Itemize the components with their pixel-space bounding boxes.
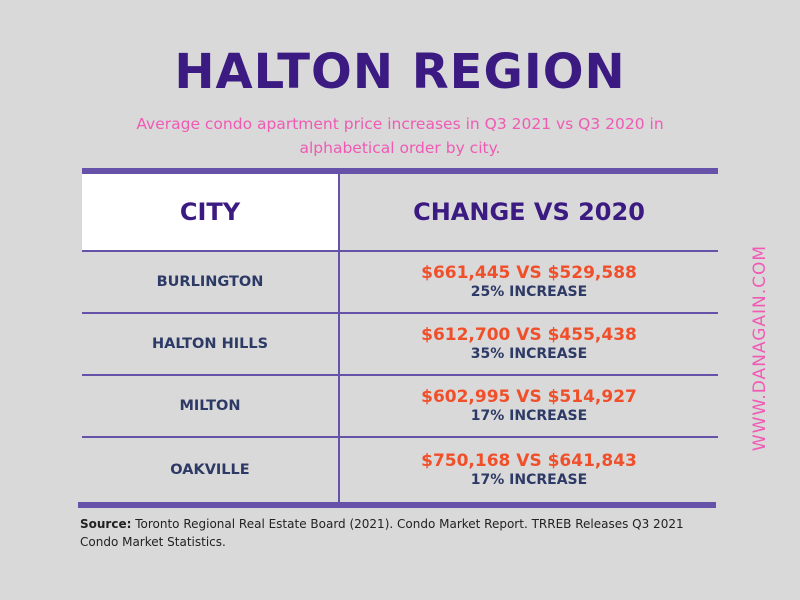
row-divider bbox=[82, 374, 718, 376]
price-comparison: $661,445 VS $529,588 bbox=[421, 263, 637, 283]
table-bottom-rule bbox=[78, 502, 716, 508]
price-comparison: $750,168 VS $641,843 bbox=[421, 451, 637, 471]
source-text: Toronto Regional Real Estate Board (2021… bbox=[80, 517, 684, 549]
row-divider bbox=[82, 436, 718, 438]
column-divider bbox=[338, 174, 340, 502]
table-row-change: $602,995 VS $514,927 17% INCREASE bbox=[340, 376, 718, 436]
table-row-change: $612,700 VS $455,438 35% INCREASE bbox=[340, 314, 718, 374]
percent-change: 25% INCREASE bbox=[470, 284, 588, 300]
page-title: HALTON REGION bbox=[174, 44, 626, 100]
percent-change: 35% INCREASE bbox=[470, 346, 588, 362]
price-comparison: $612,700 VS $455,438 bbox=[421, 325, 637, 345]
table-row-city: BURLINGTON bbox=[156, 274, 264, 290]
price-table: CITY CHANGE VS 2020 BURLINGTON $661,445 … bbox=[78, 168, 718, 508]
price-comparison: $602,995 VS $514,927 bbox=[421, 387, 637, 407]
column-header-change: CHANGE VS 2020 bbox=[413, 198, 645, 226]
percent-change: 17% INCREASE bbox=[470, 408, 588, 424]
table-row-change: $661,445 VS $529,588 25% INCREASE bbox=[340, 252, 718, 312]
table-top-rule bbox=[82, 168, 718, 174]
table-row-city: OAKVILLE bbox=[170, 462, 250, 478]
row-divider bbox=[82, 250, 718, 252]
row-divider bbox=[82, 312, 718, 314]
source-citation: Source: Toronto Regional Real Estate Boa… bbox=[80, 515, 720, 551]
table-row-change: $750,168 VS $641,843 17% INCREASE bbox=[340, 438, 718, 502]
website-watermark: WWW.DANAGAIN.COM bbox=[750, 244, 770, 452]
table-row-city: MILTON bbox=[179, 398, 241, 414]
page-subtitle: Average condo apartment price increases … bbox=[136, 115, 664, 157]
column-header-city: CITY bbox=[82, 174, 338, 250]
source-label: Source: bbox=[80, 517, 132, 531]
percent-change: 17% INCREASE bbox=[470, 472, 588, 488]
table-row-city: HALTON HILLS bbox=[151, 336, 269, 352]
